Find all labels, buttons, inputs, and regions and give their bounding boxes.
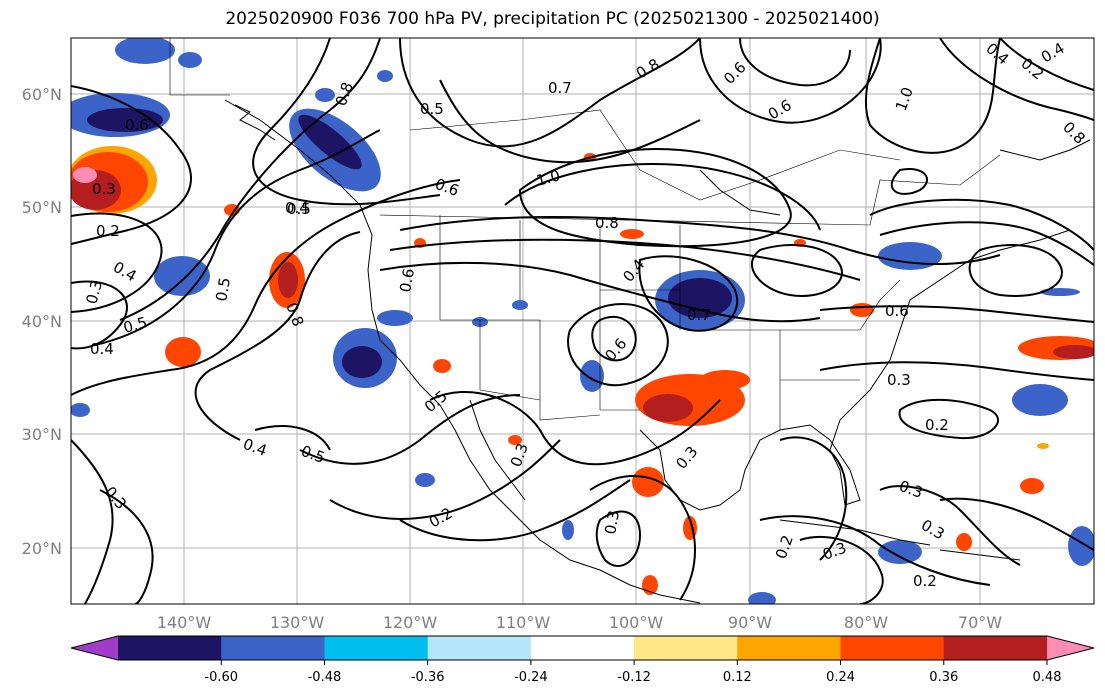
- lon-tick: 90°W: [728, 613, 772, 632]
- contour-label: 1.0: [534, 166, 562, 190]
- colorbar-tick-label: -0.24: [514, 670, 548, 685]
- lon-tick: 130°W: [270, 613, 325, 632]
- map-title: 2025020900 F036 700 hPa PV, precipitatio…: [225, 9, 880, 29]
- contour-label: 0.8: [332, 80, 357, 109]
- contour-label: 0.8: [282, 300, 307, 329]
- contour-label: 0.3: [507, 441, 532, 470]
- colorbar-tick-label: 0.48: [1033, 670, 1062, 685]
- contour-label: 0.2: [96, 222, 120, 240]
- colorbar-cell: [840, 636, 945, 660]
- contour-label: 0.4: [982, 39, 1012, 68]
- colorbar: -0.60 -0.48 -0.36 -0.24 -0.12 0.12 0.24 0.36 0.4…: [70, 635, 1095, 685]
- colorbar-tick-label: -0.60: [204, 670, 238, 685]
- contour-label: 0.2: [772, 533, 797, 562]
- lon-tick: 100°W: [609, 613, 664, 632]
- negative-precip-anomalies: [71, 38, 1094, 604]
- colorbar-right-arrow: [1047, 636, 1094, 660]
- latitude-ticks: 60°N 50°N 40°N 30°N 20°N: [22, 85, 62, 558]
- colorbar-tick-label: -0.12: [617, 670, 651, 685]
- contour-label: 0.6: [396, 267, 418, 294]
- colorbar-cell: [737, 636, 842, 660]
- lon-tick: 70°W: [958, 613, 1002, 632]
- colorbar-tick-label: -0.48: [308, 670, 342, 685]
- contour-label: 0.4: [110, 258, 140, 286]
- contour-label: 0.3: [918, 516, 948, 544]
- contour-label: 0.3: [601, 509, 623, 536]
- lon-tick: 120°W: [383, 613, 438, 632]
- contour-label: 0.2: [426, 504, 456, 532]
- contour-label: 1.0: [892, 85, 917, 114]
- map-frame: [70, 37, 1095, 605]
- graticule: [71, 38, 1094, 604]
- contour-label: 0.4: [90, 340, 114, 358]
- contour-label: 0.4: [1038, 39, 1068, 67]
- contour-label: 0.5: [287, 200, 311, 218]
- colorbar-cell: [530, 636, 635, 660]
- colorbar-cell: [943, 636, 1048, 660]
- colorbar-cell: [427, 636, 532, 660]
- lat-tick: 60°N: [22, 85, 62, 104]
- colorbar-cell: [324, 636, 429, 660]
- lon-tick: 110°W: [496, 613, 551, 632]
- political-borders: [169, 38, 1001, 430]
- colorbar-cell: [221, 636, 325, 660]
- contour-label: 0.8: [595, 214, 619, 232]
- contour-label: 0.4: [241, 435, 270, 460]
- contour-label: 0.3: [82, 278, 106, 306]
- lon-tick: 80°W: [844, 613, 888, 632]
- contour-label: 0.3: [820, 539, 849, 564]
- colorbar-tick-label: 0.12: [723, 670, 752, 685]
- contour-label: 0.2: [913, 572, 937, 590]
- lat-tick: 20°N: [22, 539, 62, 558]
- contour-label: 0.3: [887, 371, 911, 389]
- contour-label: 0.2: [925, 416, 949, 434]
- contour-label: 0.7: [548, 79, 572, 97]
- contour-label: 0.5: [421, 387, 451, 416]
- contour-label: 0.6: [885, 302, 909, 320]
- contour-label: 0.5: [212, 276, 234, 303]
- contour-label: 0.3: [897, 477, 926, 502]
- colorbar-tick-label: 0.24: [826, 670, 855, 685]
- contour-label: 0.6: [720, 58, 750, 88]
- contour-label: 0.5: [420, 100, 444, 118]
- contour-label: 0.3: [92, 180, 116, 198]
- contour-label: 0.7: [687, 306, 711, 324]
- colorbar-tick-label: -0.36: [411, 670, 445, 685]
- lat-tick: 50°N: [22, 198, 62, 217]
- pv-contours: [71, 38, 1094, 604]
- colorbar-left-arrow: [71, 636, 118, 660]
- lon-tick: 140°W: [157, 613, 212, 632]
- lat-tick: 30°N: [22, 425, 62, 444]
- contour-label: 0.4: [285, 199, 309, 217]
- longitude-ticks: 140°W 130°W 120°W 110°W 100°W 90°W 80°W …: [157, 613, 1002, 632]
- contour-label: 0.4: [619, 256, 648, 286]
- contour-label: 0.5: [121, 313, 149, 337]
- lat-tick: 40°N: [22, 312, 62, 331]
- contour-label: 0.3: [672, 443, 701, 473]
- map-plot-area: 0.4 0.8 0.6 0.5 0.7 0.8 0.5 1.0 0.6 0.6 …: [71, 38, 1094, 604]
- colorbar-cell: [118, 636, 222, 660]
- colorbar-tick-label: 0.36: [929, 670, 958, 685]
- colorbar-cell: [634, 636, 738, 660]
- contour-label: 0.6: [125, 116, 149, 134]
- contour-label: 0.6: [601, 335, 630, 365]
- positive-precip-anomalies: [71, 146, 1094, 595]
- contour-label: 0.5: [299, 442, 328, 467]
- coastlines: [224, 99, 1091, 604]
